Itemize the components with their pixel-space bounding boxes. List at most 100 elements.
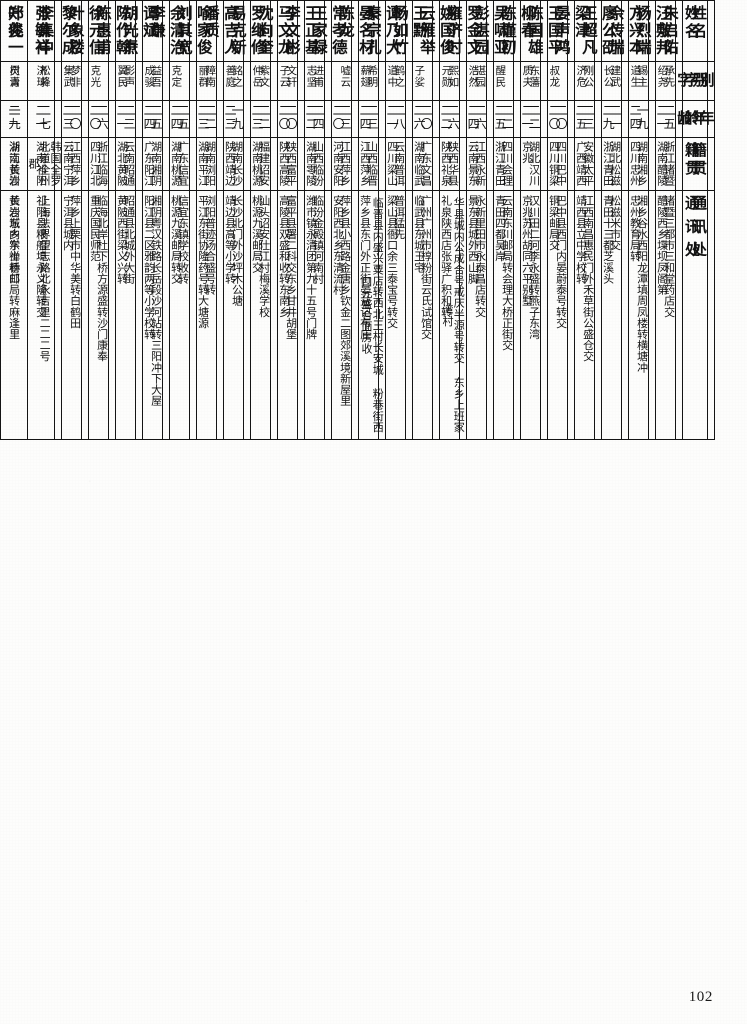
cell-name: 胡光焘	[115, 0, 143, 62]
row-header-address: 通讯处	[682, 190, 715, 440]
cell-name: 佘传瑞	[601, 0, 629, 62]
cell-alias: 东藩	[520, 61, 548, 101]
cell-name: 李谦	[142, 0, 170, 62]
cell-origin-text: 韩国全罗北道全州郡	[27, 141, 62, 187]
cell-address-text: 临海北岸杜下桥方源盛转沙门康奉	[95, 195, 109, 362]
cell-origin: 湖南浏阳	[196, 137, 224, 191]
cell-alias: 湛园	[466, 61, 494, 101]
cell-age-text: 二五	[662, 104, 677, 131]
cell-name-text: 秦宗孔	[363, 5, 382, 57]
cell-alias: 影声	[115, 61, 143, 101]
page-number: 102	[688, 989, 713, 1005]
cell-name: 刘其宽	[169, 0, 197, 62]
row-age: 一九 二七 二〇 二六 二三 二五 二五 二二 一九 二二 二〇 二四 二三 二三 二八 二〇 二六 二六 二二 二二…	[0, 100, 716, 138]
cell-alias-text: 松峰	[38, 65, 51, 88]
row-header-alias-text: 别字	[682, 72, 716, 90]
cell-alias-text: 锡主	[636, 65, 649, 88]
row-address: 黄岩城内东禅巷口 上海法界望志路北永吉里二二二号 萍乡上栗市中华美转白鹤田 临海北岸杜…	[0, 190, 715, 440]
cell-age: 二七	[27, 100, 62, 138]
cell-origin: 江西萍乡	[61, 137, 89, 191]
cell-alias-text: 承先	[663, 65, 676, 88]
cell-alias: 希明	[358, 61, 386, 101]
cell-name: 陈惠甫	[88, 0, 116, 62]
cell-origin: 云南普洱	[385, 137, 413, 191]
cell-name: 叶象楼	[61, 0, 89, 62]
table-bottom-body: 叶俊 李集中 叶象楼 陈惠甫 胡光焘 李谦 刘其宽 潘质 易克新 沈向奎 李文彬 王家禄 陈龙 秦宗孔 杨如…	[0, 0, 716, 440]
cell-alias-text: 东藩	[528, 65, 541, 88]
cell-age: 二〇	[412, 100, 440, 138]
cell-name-text: 王超凡	[579, 5, 598, 57]
cell-origin: 湖北汉川	[520, 137, 548, 191]
cell-name: 陈国雄	[520, 0, 548, 62]
cell-age-text: 一九	[635, 104, 650, 131]
cell-name: 易克新	[223, 0, 251, 62]
cell-name-text: 陈龙	[336, 5, 355, 40]
cell-origin-text: 陕西富平	[284, 141, 298, 187]
cell-origin-text: 江西萍乡	[68, 141, 82, 187]
cell-age-text: 二六	[446, 104, 461, 131]
cell-age: 二六	[439, 100, 467, 138]
cell-address-text: 汕头诏安仕江村梅溪学校	[257, 195, 271, 318]
row-name: 叶俊 李集中 叶象楼 陈惠甫 胡光焘 李谦 刘其宽 潘质 易克新 沈向奎 李文彬 王家禄 陈龙 秦宗孔 杨如…	[0, 0, 715, 62]
cell-origin: 湖南湘乡	[628, 137, 656, 191]
cell-alias-text: 铭之	[231, 65, 244, 88]
register-table-bottom: 叶俊 李集中 叶象楼 陈惠甫 胡光焘 李谦 刘其宽 潘质 易克新 沈向奎 李文彬 王家禄 陈龙 秦宗孔 杨如…	[0, 0, 716, 440]
cell-age-text: 二三	[338, 104, 353, 131]
cell-age: 二五	[655, 100, 683, 138]
cell-name: 沈向奎	[250, 0, 278, 62]
cell-name-text: 杨烈瑞	[633, 5, 652, 57]
cell-origin-text: 湖南湘阴	[149, 141, 163, 187]
cell-age-text: 二六	[95, 104, 110, 131]
cell-address-text: 临汾金殿镇河南村	[311, 195, 325, 284]
cell-origin-text: 四川巴中	[554, 141, 568, 187]
cell-origin-text: 湖南浏阳	[203, 141, 217, 187]
cell-origin: 浙江临海	[88, 137, 116, 191]
row-header-age-text: 年龄	[682, 110, 716, 128]
cell-age: 二八	[385, 100, 413, 138]
cell-name-text: 刘其宽	[174, 5, 193, 57]
cell-origin: 韩国全罗北道全州郡	[27, 137, 62, 191]
cell-name: 陈谨初	[493, 0, 521, 62]
row-header-name: 姓名	[682, 0, 715, 62]
cell-address: 广州广州市椁粉街云氏试馆交	[412, 190, 440, 440]
cell-address: 诸暨三都市三和堂药店交	[655, 190, 683, 440]
cell-address: 信宜东镇学校收转	[169, 190, 197, 440]
cell-address-text: 江西南昌惠民门外禾草街公盛仓交	[581, 195, 595, 362]
cell-name: 雍济时	[439, 0, 467, 62]
cell-name: 朱启佑	[655, 0, 683, 62]
cell-alias-text: 梦非	[69, 65, 82, 88]
cell-address-text: 富平县署二科交东乡甘井胡堡	[284, 195, 298, 340]
cell-origin: 安徽太平	[574, 137, 602, 191]
cell-origin-text: 江西萍乡	[338, 141, 352, 187]
cell-age: 二三	[331, 100, 359, 138]
cell-age-text: 二一	[608, 104, 623, 131]
row-header-origin: 籍贯	[682, 137, 715, 191]
cell-name: 潘质	[196, 0, 224, 62]
cell-origin-text: 广东文昌	[419, 141, 433, 187]
cell-origin: 浙江黄岩	[0, 137, 28, 191]
cell-origin-text: 山西临晋	[365, 141, 379, 187]
cell-origin: 江西萍乡	[331, 137, 359, 191]
cell-age-text: 二六	[473, 104, 488, 131]
cell-alias: 承先	[655, 61, 683, 101]
cell-name: 杨如竹	[385, 0, 413, 62]
register-table-bottom-wrapper: 叶俊 李集中 叶象楼 陈惠甫 胡光焘 李谦 刘其宽 潘质 易克新 沈向奎 李文彬 王家禄 陈龙 秦宗孔 杨如…	[0, 0, 716, 440]
cell-origin-text: 安徽太平	[581, 141, 595, 187]
cell-name-text: 陈惠甫	[93, 5, 112, 57]
cell-alias: 进甫	[304, 61, 332, 101]
cell-alias: 益吾	[142, 61, 170, 101]
cell-age-text: 二二	[257, 104, 272, 131]
cell-address-text: 昭通县北城外大街	[122, 195, 136, 284]
cell-address: 云南东川邮局转会理大桥正街交	[493, 190, 521, 440]
cell-origin-text: 广东信宜	[176, 141, 190, 187]
cell-age-text: 二二	[203, 104, 218, 131]
row-header-origin-text: 籍贯	[689, 142, 708, 178]
cell-name-text: 王家禄	[309, 5, 328, 57]
cell-address-text: 萍乡县小西路金唐乡钦金二图郊溪境新屋里	[338, 195, 352, 407]
cell-age: 二〇	[61, 100, 89, 138]
cell-age-text: 二三	[581, 104, 596, 131]
cell-address-text: 湘阴粤汉铁路长岳段沙河站转三阳冲下大屋	[149, 195, 163, 407]
cell-name-text: 陈国雄	[525, 5, 544, 57]
cell-origin-text: 湖南长沙	[230, 141, 244, 187]
cell-address: 浏阳普迹汤合盛号转	[196, 190, 224, 440]
